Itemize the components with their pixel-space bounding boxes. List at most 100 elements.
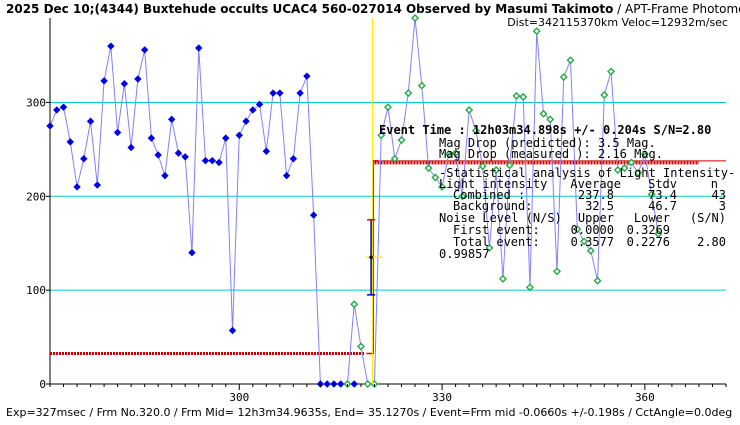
background-label: Background:	[453, 199, 532, 213]
y-tick-label-300: 300	[26, 96, 46, 109]
combined-stdv: 73.4	[648, 188, 677, 202]
point-after-343	[525, 283, 534, 292]
point-before-315	[336, 380, 345, 388]
point-before-300	[235, 131, 243, 140]
point-before-307	[282, 171, 291, 180]
point-after-350	[573, 225, 582, 234]
background-average: 32.5	[585, 199, 614, 213]
point-after-360	[640, 150, 649, 159]
point-after-339	[498, 274, 507, 283]
point-before-299	[228, 326, 237, 335]
point-before-273	[53, 106, 61, 114]
point-after-354	[600, 90, 609, 99]
point-before-297	[215, 158, 223, 167]
background-n: 3	[719, 199, 726, 213]
chart-title: 2025 Dec 10;(4344) Buxtehude occults UCA…	[6, 3, 740, 16]
first-event-label: First event:	[453, 223, 540, 237]
point-before-272	[46, 122, 54, 130]
statistics-panel: Event Time : 12h03m34.898s +/- 0.204s S/…	[379, 123, 735, 261]
point-before-281	[107, 42, 115, 50]
point-before-303	[255, 100, 264, 109]
point-after-340	[505, 161, 514, 170]
point-after-357	[620, 164, 629, 173]
tick-labels: 0 100 200 300 300 330 360	[26, 96, 727, 404]
point-after-349	[566, 56, 575, 65]
point-before-276	[73, 183, 81, 191]
point-after-332	[451, 149, 460, 158]
point-before-279	[93, 181, 102, 189]
event-markers	[366, 18, 383, 384]
point-before-304	[262, 147, 271, 155]
point-after-347	[553, 267, 561, 276]
point-after-361	[647, 190, 656, 199]
stat-title: -Statistical analysis of Light Intensity…	[439, 166, 735, 180]
event-time-label: Event Time : 12h03m34.898s +/- 0.204s S/…	[379, 123, 711, 137]
point-before-305	[269, 89, 277, 97]
x-tick-label-360: 360	[635, 391, 655, 404]
event-center-point	[369, 255, 373, 260]
noise-upper-hdr: Upper	[578, 211, 614, 225]
point-after-356	[613, 166, 622, 175]
point-before-310	[303, 72, 311, 80]
point-before-274	[59, 103, 68, 111]
point-before-278	[86, 117, 95, 125]
point-after-333	[458, 192, 467, 201]
point-before-295	[201, 156, 210, 165]
point-before-286	[140, 46, 149, 54]
total-event-lower: 0.2276	[627, 235, 670, 249]
point-after-322	[384, 103, 392, 112]
x-tick-label-330: 330	[432, 391, 452, 404]
point-after-324	[397, 136, 406, 144]
point-after-323	[390, 154, 399, 163]
correlation-value: 0.99857	[439, 247, 490, 261]
point-after-352	[586, 246, 595, 255]
point-before-291	[174, 149, 183, 157]
point-before-309	[296, 89, 304, 97]
background-stdv: 46.7	[648, 199, 677, 213]
point-after-345	[539, 109, 548, 118]
point-before-284	[127, 143, 135, 152]
point-before-294	[195, 44, 203, 52]
point-after-319	[363, 380, 372, 388]
point-before-306	[276, 89, 284, 97]
combined-n: 43	[712, 188, 726, 202]
point-before-292	[181, 153, 189, 161]
point-before-293	[188, 248, 196, 257]
mag-drop-predicted: Mag Drop (predicted): 3.5 Mag.	[439, 136, 656, 150]
point-before-290	[167, 115, 176, 124]
point-after-341	[512, 91, 521, 100]
point-after-321	[377, 131, 386, 140]
point-after-326	[411, 14, 420, 22]
mag-drop-measured: Mag Drop (measured ): 2.16 Mag.	[439, 147, 663, 161]
data-markers	[46, 14, 663, 388]
y-tick-label-200: 200	[26, 190, 46, 203]
distance-velocity-label: Dist=342115370km Veloc=12932m/sec	[507, 16, 728, 29]
footer-info: Exp=327msec / Frm No.320.0 / Frm Mid= 12…	[6, 406, 733, 419]
point-after-351	[580, 237, 589, 246]
series-lines	[49, 17, 659, 385]
first-event-lower: 0.3269	[627, 223, 670, 237]
series-line-0	[49, 46, 355, 385]
point-before-311	[309, 211, 318, 219]
point-before-301	[242, 117, 250, 125]
point-after-330	[438, 182, 447, 191]
point-before-285	[134, 75, 142, 83]
point-after-336	[478, 162, 487, 171]
point-after-318	[356, 342, 365, 351]
total-event-label: Total event:	[453, 235, 540, 249]
hdr-light-intensity: Light intensity	[439, 177, 547, 191]
axes	[49, 18, 726, 385]
point-before-287	[147, 134, 156, 142]
point-before-288	[154, 151, 162, 159]
point-before-296	[208, 156, 216, 165]
point-after-325	[404, 89, 413, 98]
point-after-353	[593, 276, 602, 285]
point-after-358	[627, 158, 636, 167]
noise-lower-hdr: Lower	[634, 211, 670, 225]
point-before-280	[100, 77, 108, 85]
point-after-335	[471, 126, 480, 135]
point-before-289	[161, 171, 169, 180]
hdr-average: Average	[570, 177, 621, 191]
y-tick-label-100: 100	[26, 284, 46, 297]
